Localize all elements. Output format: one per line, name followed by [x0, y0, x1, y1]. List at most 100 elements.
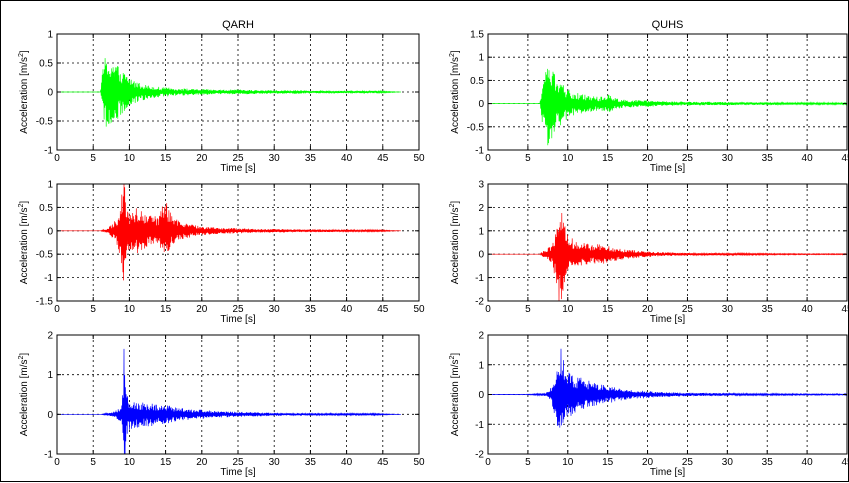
- x-tick-label: 30: [269, 457, 281, 468]
- y-tick-label: -0.5: [36, 250, 54, 261]
- x-tick-label: 50: [413, 153, 425, 164]
- x-tick-label: 15: [160, 153, 172, 164]
- x-axis-label: Time [s]: [650, 314, 685, 325]
- x-tick-label: 0: [485, 153, 491, 164]
- y-axis-label: Acceleration [m/s2]: [449, 353, 461, 437]
- x-tick-label: 0: [54, 153, 60, 164]
- x-tick-label: 40: [341, 304, 353, 315]
- x-tick-label: 45: [841, 457, 849, 468]
- y-tick-label: -1.5: [36, 297, 54, 308]
- x-tick-label: 40: [341, 153, 353, 164]
- y-axis-label: Acceleration [m/s2]: [18, 201, 30, 285]
- series-line-quhs: [488, 212, 848, 302]
- y-tick-label: 3: [478, 180, 484, 191]
- x-tick-label: 35: [305, 457, 317, 468]
- x-axis-label: Time [s]: [220, 314, 255, 325]
- x-tick-label: 10: [562, 153, 574, 164]
- x-tick-label: 35: [762, 153, 774, 164]
- y-axis-label: Acceleration [m/s2]: [18, 353, 30, 437]
- x-tick-label: 10: [124, 304, 136, 315]
- y-tick-label: 1: [478, 360, 484, 371]
- series-line-quhs: [488, 348, 848, 428]
- y-tick-label: 0: [47, 226, 53, 237]
- y-tick-label: 1: [47, 370, 53, 381]
- y-tick-label: 1.5: [470, 30, 484, 41]
- y-tick-label: -1: [44, 146, 53, 157]
- y-tick-label: 0.5: [39, 59, 53, 70]
- subplot-qarh-1: 0 5 10 15 20 25 30 35 40 45 50 -1 -0.5 0 0.5 1 Time [s] A…: [18, 19, 425, 174]
- x-tick-label: 45: [377, 457, 389, 468]
- x-tick-label: 35: [305, 153, 317, 164]
- y-tick-label: 2: [478, 203, 484, 214]
- x-tick-label: 0: [54, 304, 60, 315]
- y-tick-label: 0: [47, 410, 53, 421]
- x-tick-label: 40: [802, 304, 814, 315]
- x-tick-label: 35: [305, 304, 317, 315]
- x-tick-label: 5: [525, 457, 531, 468]
- x-tick-label: 20: [196, 457, 208, 468]
- subplot-quhs-1: 0 5 10 15 20 25 30 35 40 45 -1 -0.5 0 0.5 1 1.5 Time [s]…: [449, 19, 849, 174]
- y-tick-label: 2: [47, 331, 53, 342]
- x-tick-label: 10: [562, 304, 574, 315]
- x-tick-label: 45: [841, 153, 849, 164]
- x-axis-label: Time [s]: [650, 163, 685, 174]
- y-tick-label: -2: [475, 450, 484, 461]
- y-tick-label: -1: [475, 273, 484, 284]
- y-tick-label: 0: [47, 88, 53, 99]
- x-tick-label: 25: [232, 304, 244, 315]
- x-tick-label: 25: [682, 457, 694, 468]
- x-tick-label: 5: [90, 153, 96, 164]
- x-tick-label: 15: [602, 153, 614, 164]
- axes-background: [488, 34, 847, 150]
- y-tick-label: 1: [478, 53, 484, 64]
- y-tick-label: -1: [44, 273, 53, 284]
- x-tick-label: 30: [269, 304, 281, 315]
- x-tick-label: 25: [232, 153, 244, 164]
- axes-frame: [487, 33, 848, 151]
- x-tick-label: 20: [196, 153, 208, 164]
- axes-background: [488, 184, 847, 301]
- x-tick-label: 50: [413, 304, 425, 315]
- x-tick-label: 0: [485, 304, 491, 315]
- chart-title: QUHS: [652, 19, 684, 31]
- y-tick-label: 0: [478, 390, 484, 401]
- y-tick-label: -0.5: [467, 122, 485, 133]
- x-tick-label: 20: [642, 304, 654, 315]
- y-tick-label: 0.5: [39, 203, 53, 214]
- y-tick-label: 1: [47, 180, 53, 191]
- series-line-qarh: [57, 348, 401, 455]
- x-tick-label: 40: [802, 457, 814, 468]
- series-line-qarh: [57, 58, 401, 127]
- x-tick-label: 5: [90, 304, 96, 315]
- x-tick-label: 15: [602, 457, 614, 468]
- axes-background: [57, 184, 419, 301]
- x-tick-label: 10: [124, 153, 136, 164]
- axes-background: [57, 335, 419, 454]
- y-axis-label: Acceleration [m/s2]: [449, 201, 461, 285]
- x-tick-label: 15: [602, 304, 614, 315]
- y-axis-label: Acceleration [m/s2]: [449, 50, 461, 134]
- series-line-quhs: [488, 68, 848, 146]
- y-tick-label: 0: [478, 250, 484, 261]
- x-tick-label: 30: [722, 153, 734, 164]
- x-tick-label: 10: [562, 457, 574, 468]
- x-tick-label: 5: [90, 457, 96, 468]
- series-line-qarh: [57, 183, 401, 281]
- x-tick-label: 35: [762, 457, 774, 468]
- x-tick-label: 0: [485, 457, 491, 468]
- x-tick-label: 10: [124, 457, 136, 468]
- x-tick-label: 25: [682, 153, 694, 164]
- subplot-qarh-2: 0 5 10 15 20 25 30 35 40 45 50 -1.5 -1 -0.5 0 0.5 1 Time …: [18, 180, 425, 326]
- x-tick-label: 45: [377, 153, 389, 164]
- x-tick-label: 30: [269, 153, 281, 164]
- x-tick-label: 15: [160, 304, 172, 315]
- y-tick-label: 1: [47, 30, 53, 41]
- y-axis-label: Acceleration [m/s2]: [18, 50, 30, 134]
- x-tick-label: 30: [722, 304, 734, 315]
- x-axis-label: Time [s]: [220, 163, 255, 174]
- x-tick-label: 35: [762, 304, 774, 315]
- y-tick-label: -1: [44, 450, 53, 461]
